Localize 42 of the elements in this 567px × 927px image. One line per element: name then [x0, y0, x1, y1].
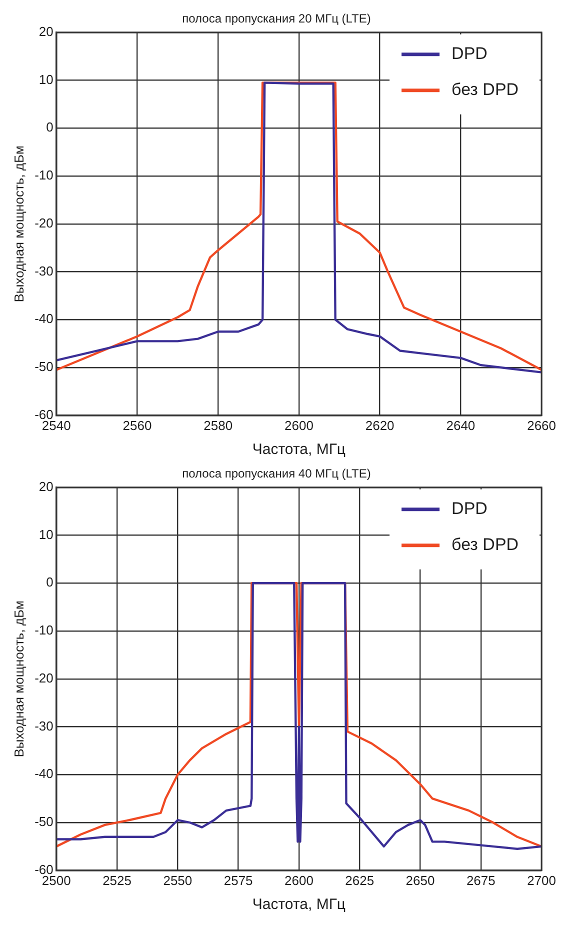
- x-tick-label: 2640: [446, 418, 476, 433]
- x-tick-label: 2660: [527, 418, 556, 433]
- x-tick-label: 2700: [527, 872, 556, 888]
- y-tick-label: 20: [38, 478, 54, 494]
- y-tick-label: 10: [38, 526, 54, 542]
- y-tick-label: -10: [34, 168, 54, 183]
- legend-label: без DPD: [452, 80, 519, 100]
- y-tick-label: -40: [34, 311, 54, 326]
- y-tick-label: 0: [46, 574, 54, 590]
- x-axis-title: Частота, МГц: [252, 441, 346, 458]
- y-tick-label: -50: [34, 359, 54, 374]
- x-tick-label: 2625: [345, 872, 374, 888]
- y-tick-label: -60: [34, 862, 54, 877]
- y-tick-label: -30: [34, 718, 54, 734]
- y-tick-label: -50: [34, 814, 54, 830]
- chart-title: полоса пропускания 20 МГц (LTE): [182, 12, 371, 26]
- x-tick-label: 2600: [284, 872, 314, 888]
- x-axis-title: Частота, МГц: [252, 896, 346, 914]
- x-tick-label: 2650: [406, 872, 435, 888]
- y-tick-label: -60: [34, 406, 54, 422]
- y-tick-label: -20: [34, 670, 54, 686]
- y-tick-label: -30: [34, 263, 54, 278]
- x-tick-label: 2620: [365, 418, 394, 433]
- legend-label: DPD: [452, 44, 488, 64]
- x-tick-label: 2675: [466, 872, 496, 888]
- legend-label: DPD: [452, 499, 488, 518]
- x-tick-label: 2600: [284, 418, 314, 433]
- y-tick-label: 10: [38, 72, 54, 87]
- x-tick-label: 2575: [224, 872, 253, 888]
- x-tick-label: 2550: [163, 872, 192, 888]
- chart-title: полоса пропускания 40 МГц (LTE): [182, 466, 371, 481]
- x-tick-label: 2580: [204, 418, 233, 433]
- x-tick-label: 2560: [122, 418, 152, 433]
- y-tick-label: -10: [34, 622, 54, 638]
- y-tick-label: -20: [34, 215, 54, 230]
- y-axis-title: Выходная мощность, дБм: [11, 600, 26, 758]
- legend-label: без DPD: [452, 535, 519, 554]
- y-tick-label: 20: [38, 24, 54, 39]
- x-tick-label: 2525: [102, 872, 132, 888]
- y-axis-title: Выходная мощность, дБм: [11, 145, 26, 302]
- y-tick-label: 0: [46, 120, 54, 135]
- y-tick-label: -40: [34, 766, 54, 782]
